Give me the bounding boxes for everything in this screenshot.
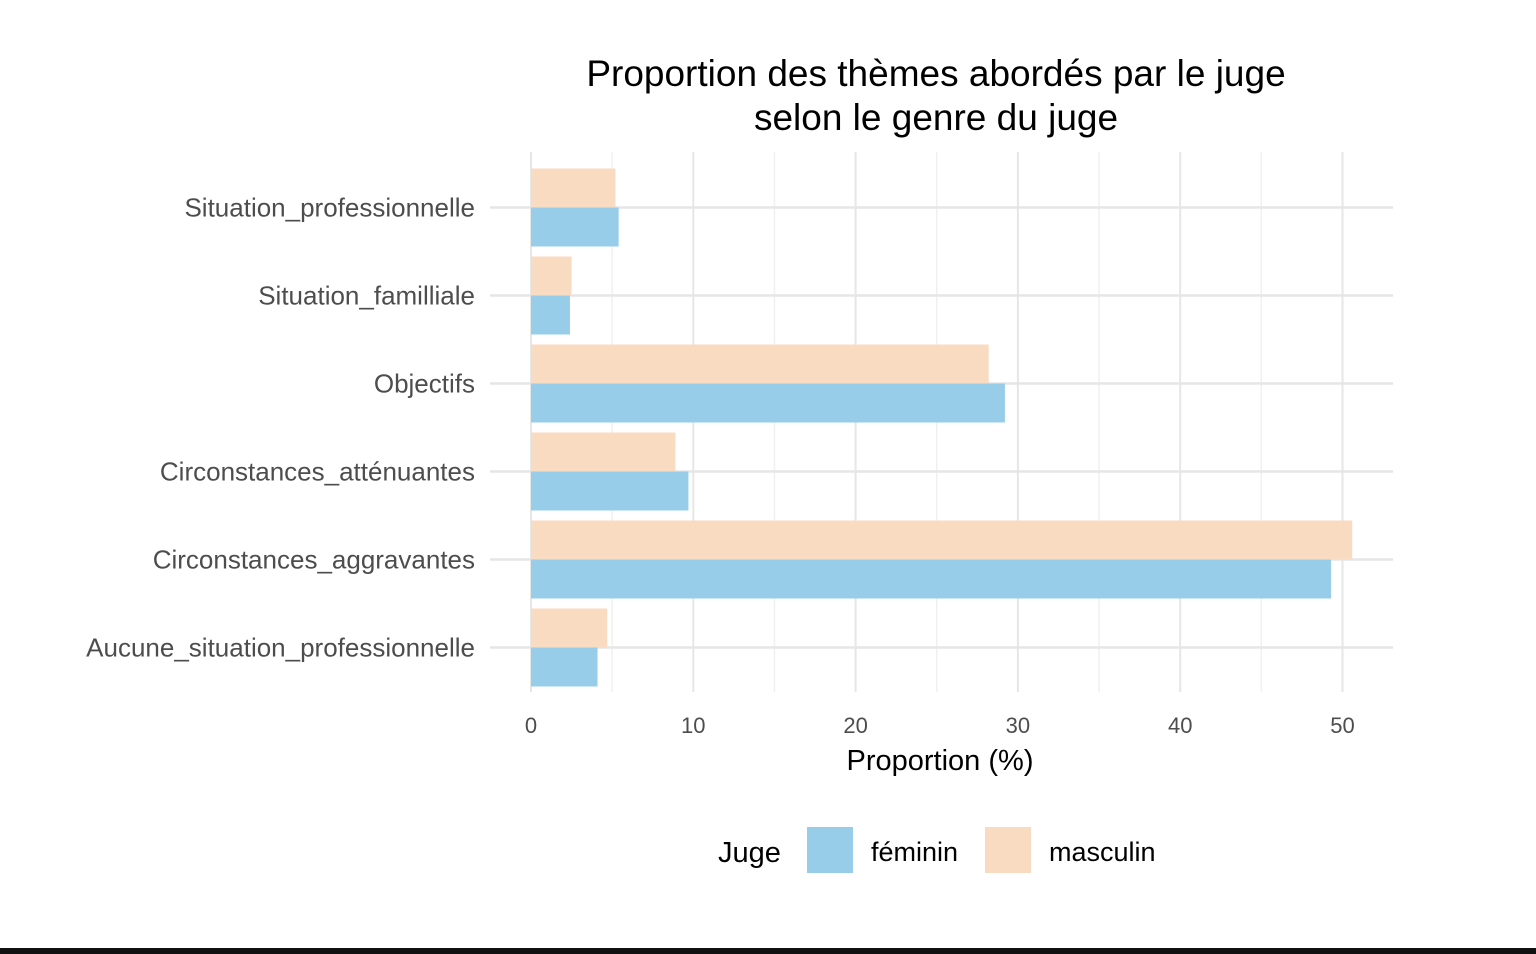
y-tick-label: Situation_familliale	[258, 281, 475, 311]
bar-masculin	[531, 432, 676, 472]
x-axis-tick-labels: 0 10 20 30 40 50	[525, 713, 1355, 738]
bar-feminin	[531, 471, 689, 511]
x-tick-label: 0	[525, 713, 537, 738]
bar-masculin	[531, 168, 616, 208]
y-tick-label: Aucune_situation_professionnelle	[86, 633, 475, 663]
chart-title: Proportion des thèmes abordés par le jug…	[586, 53, 1285, 138]
x-tick-label: 10	[681, 713, 705, 738]
x-tick-label: 30	[1006, 713, 1030, 738]
legend: Juge féminin masculin	[718, 827, 1156, 873]
legend-label: féminin	[871, 837, 958, 867]
bar-masculin	[531, 344, 989, 384]
bottom-edge-bar	[0, 948, 1536, 954]
x-tick-label: 50	[1330, 713, 1354, 738]
bar-feminin	[531, 647, 598, 687]
y-tick-label: Objectifs	[374, 369, 475, 399]
x-tick-label: 20	[843, 713, 867, 738]
y-tick-label: Circonstances_aggravantes	[153, 545, 475, 575]
y-tick-label: Situation_professionnelle	[184, 193, 475, 223]
bar-masculin	[531, 608, 608, 648]
bar-masculin	[531, 256, 572, 296]
bar-feminin	[531, 383, 1005, 423]
legend-key	[985, 827, 1031, 873]
legend-key	[807, 827, 853, 873]
y-tick-label: Circonstances_atténuantes	[160, 457, 475, 487]
bar-feminin	[531, 207, 619, 247]
bar-feminin	[531, 559, 1332, 599]
x-tick-label: 40	[1168, 713, 1192, 738]
bars	[531, 168, 1353, 687]
bar-masculin	[531, 520, 1353, 560]
legend-title: Juge	[718, 837, 781, 869]
legend-label: masculin	[1049, 837, 1156, 867]
bar-feminin	[531, 295, 570, 335]
y-axis-labels: Situation_professionnelle Situation_famil…	[86, 193, 475, 663]
x-axis-label: Proportion (%)	[847, 745, 1034, 777]
